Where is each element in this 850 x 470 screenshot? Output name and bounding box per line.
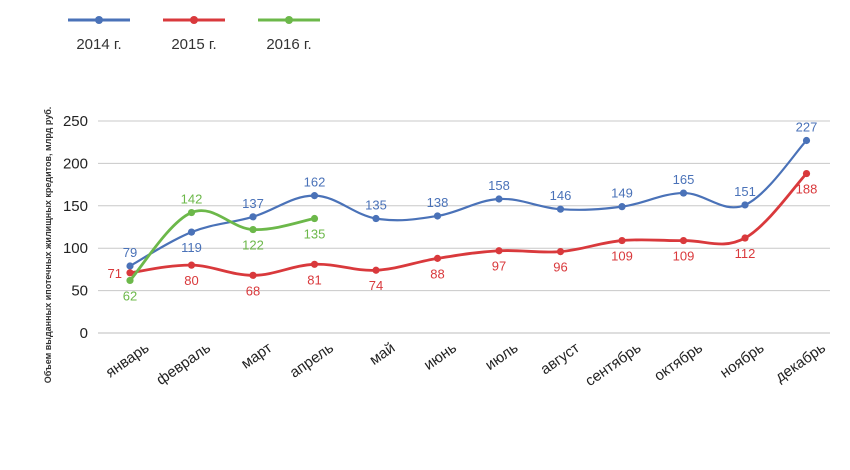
x-tick-label: май (366, 339, 398, 368)
data-label: 137 (242, 196, 264, 211)
data-label: 135 (365, 198, 387, 213)
data-point (187, 208, 196, 217)
data-point (126, 276, 134, 285)
data-label: 151 (734, 184, 756, 199)
legend-item: 2016 г. (258, 16, 320, 53)
data-point (741, 234, 749, 242)
legend: 2014 г. 2015 г. 2016 г. (68, 16, 320, 53)
x-tick-label: сентябрь (582, 339, 644, 390)
x-tick-label: декабрь (772, 339, 829, 386)
data-label: 158 (488, 178, 510, 193)
data-label: 138 (427, 195, 449, 210)
data-label: 146 (550, 188, 572, 203)
data-label: 81 (307, 272, 321, 287)
data-point (249, 213, 257, 221)
data-point (495, 195, 503, 203)
series-0: 79 119 137 162 135 138 158 146 149 165 151 227 (123, 120, 818, 270)
x-tick-label: июнь (421, 339, 460, 374)
data-point (741, 201, 749, 209)
data-label: 122 (242, 238, 264, 253)
legend-swatch-marker (285, 16, 293, 24)
data-label: 71 (108, 266, 122, 281)
data-point (802, 169, 811, 178)
data-point (372, 266, 380, 274)
data-label: 97 (492, 259, 506, 274)
data-label: 142 (181, 192, 203, 207)
legend-label: 2015 г. (171, 36, 216, 53)
series-1: 71 80 68 81 74 88 97 96 109 109 112 188 (108, 169, 818, 298)
series-line (128, 209, 315, 282)
grid (98, 120, 830, 334)
data-point (679, 189, 688, 197)
legend-swatch-marker (190, 16, 198, 24)
y-tick-label: 250 (63, 113, 88, 130)
data-point (556, 247, 565, 256)
data-point (126, 269, 134, 277)
x-tick-label: апрель (287, 339, 337, 381)
legend-swatch-marker (95, 16, 103, 24)
y-axis-label: Объем выданных ипотечных жилищных кредит… (43, 107, 53, 384)
data-label: 109 (673, 249, 695, 264)
legend-item: 2014 г. (68, 16, 130, 53)
data-point (187, 228, 196, 236)
data-label: 62 (123, 288, 137, 303)
data-label: 68 (246, 283, 260, 298)
legend-label: 2016 г. (266, 36, 311, 53)
data-point (310, 214, 319, 223)
x-tick-label: январь (103, 339, 153, 381)
data-point (310, 192, 319, 200)
data-label: 80 (184, 273, 198, 288)
data-point (618, 203, 626, 211)
data-point (433, 212, 442, 220)
data-label: 165 (673, 172, 695, 187)
y-tick-label: 100 (63, 240, 88, 257)
data-point (249, 225, 257, 234)
x-axis-ticks: январь февраль март апрель май июнь июль август… (103, 339, 829, 390)
data-point (556, 205, 565, 213)
data-label: 74 (369, 278, 383, 293)
x-tick-label: июль (482, 339, 521, 374)
series-2: 62 142 122 135 (123, 192, 326, 304)
data-label: 149 (611, 186, 633, 201)
data-label: 96 (553, 260, 567, 275)
data-point (126, 262, 134, 270)
x-tick-label: август (537, 339, 582, 378)
legend-item: 2015 г. (163, 16, 225, 53)
x-tick-label: октябрь (651, 339, 706, 384)
data-label: 109 (611, 249, 633, 264)
data-point (802, 136, 811, 145)
data-label: 79 (123, 245, 137, 260)
x-tick-label: ноябрь (717, 339, 767, 381)
data-label: 88 (430, 266, 444, 281)
series-line (129, 139, 808, 267)
data-label: 188 (796, 182, 818, 197)
data-point (679, 236, 688, 245)
y-tick-label: 200 (63, 155, 88, 172)
data-point (433, 254, 442, 262)
data-label: 162 (304, 175, 326, 190)
data-label: 112 (735, 246, 756, 261)
data-point (372, 214, 380, 223)
data-point (618, 236, 626, 245)
data-point (310, 260, 319, 268)
y-axis-ticks: 0 50 100 150 200 250 (63, 113, 88, 342)
legend-label: 2014 г. (76, 36, 121, 53)
data-point (495, 247, 503, 255)
data-label: 227 (796, 120, 818, 135)
x-tick-label: февраль (153, 339, 214, 389)
series-line (129, 172, 808, 277)
data-point (249, 271, 257, 279)
data-label: 119 (181, 240, 202, 255)
data-point (187, 261, 196, 269)
y-tick-label: 150 (63, 198, 88, 215)
y-tick-label: 0 (80, 325, 88, 342)
y-tick-label: 50 (71, 283, 88, 300)
x-tick-label: март (238, 339, 275, 372)
data-label: 135 (304, 227, 326, 242)
